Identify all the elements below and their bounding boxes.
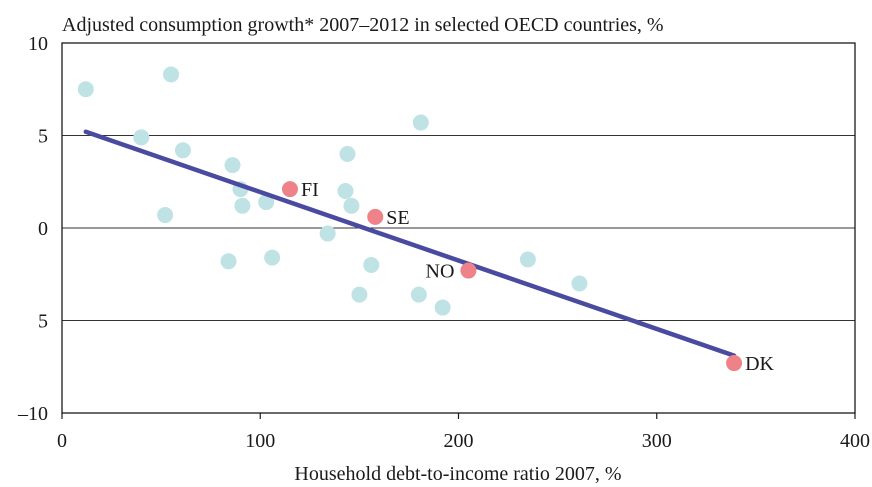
data-point (343, 197, 360, 214)
x-axis-label: Household debt-to-income ratio 2007, % (294, 463, 621, 485)
y-tick-label: 5 (38, 126, 48, 148)
data-point (224, 157, 241, 174)
data-point (519, 251, 536, 268)
point-label: DK (745, 353, 774, 375)
highlighted-point (460, 262, 477, 279)
highlighted-points: FI SE NO DK (281, 179, 775, 375)
data-point (258, 194, 275, 211)
highlighted-point (367, 208, 384, 225)
data-point (571, 275, 588, 292)
grid-lines (62, 135, 855, 321)
data-point (220, 253, 237, 270)
y-tick-label: 10 (28, 33, 48, 55)
y-tick-label: 0 (38, 218, 48, 240)
data-point (410, 286, 427, 303)
data-point (339, 146, 356, 162)
highlighted-point (726, 355, 743, 372)
data-point (157, 207, 174, 224)
point-label: NO (426, 261, 455, 283)
data-point (434, 299, 451, 316)
point-label: FI (301, 179, 319, 201)
data-point (133, 129, 150, 146)
point-label: SE (386, 207, 409, 229)
data-point (412, 114, 429, 131)
data-point (351, 286, 368, 303)
data-point (337, 183, 354, 199)
x-tick-label: 300 (642, 430, 672, 452)
x-tick-label: 100 (245, 430, 275, 452)
data-point (163, 66, 180, 83)
data-point (264, 249, 281, 266)
y-tick-label: –10 (17, 403, 48, 425)
chart-title: Adjusted consumption growth* 2007–2012 i… (62, 14, 664, 36)
data-point (174, 142, 191, 159)
data-points (77, 66, 588, 316)
y-tick-label: 5 (38, 311, 48, 333)
data-point (77, 81, 94, 98)
data-point (319, 225, 336, 242)
x-tick-label: 400 (840, 430, 870, 452)
trendline-layer (83, 129, 737, 358)
data-point (234, 197, 251, 214)
x-tick-label: 200 (444, 430, 474, 452)
highlighted-point (281, 181, 298, 198)
data-point (363, 257, 380, 273)
x-tick-label: 0 (57, 430, 67, 452)
trendline (83, 129, 737, 358)
